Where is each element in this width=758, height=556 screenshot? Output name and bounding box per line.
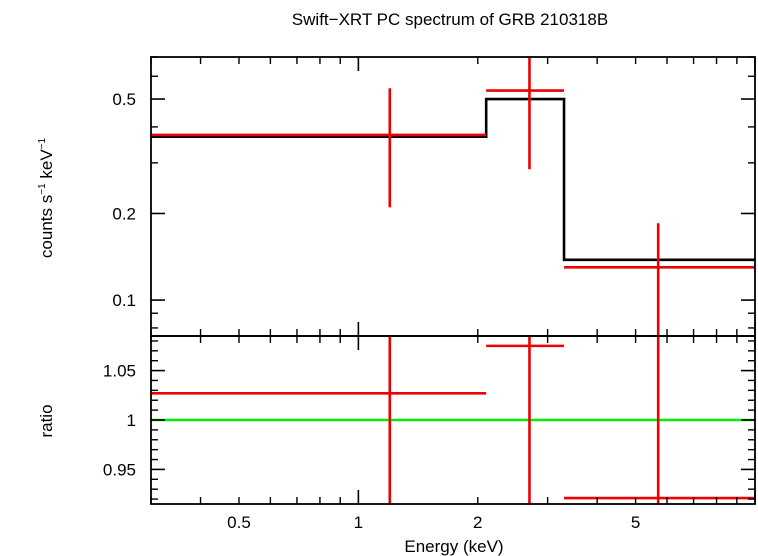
ratio-plot-area xyxy=(151,336,755,504)
chart-title: Swift−XRT PC spectrum of GRB 210318B xyxy=(292,10,608,29)
model-step-line xyxy=(151,97,755,262)
counts-y-tick-label: 0.5 xyxy=(112,90,136,109)
ratio-y-tick-label: 1 xyxy=(127,411,136,430)
counts-point-1 xyxy=(151,88,487,208)
top-y-axis-label: counts s−1 keV−1 xyxy=(37,137,56,258)
counts-point-3 xyxy=(564,223,755,336)
counts-y-ticks xyxy=(151,56,755,329)
top-y-axis-label-mid: keV xyxy=(37,149,56,184)
ratio-y-tick-label: 1.05 xyxy=(103,362,136,381)
top-y-axis-label-exp1: −1 xyxy=(37,183,48,195)
x-ticks xyxy=(150,336,756,504)
counts-frame xyxy=(150,56,756,337)
counts-plot-area xyxy=(151,57,755,336)
x-tick-label: 1 xyxy=(354,513,363,532)
x-tick-label: 5 xyxy=(631,513,640,532)
ratio-panel: 0.95 1 1.05 xyxy=(103,335,756,505)
top-y-axis-label-main: counts s xyxy=(37,195,56,258)
counts-panel: 0.1 0.2 0.5 xyxy=(112,56,756,337)
ratio-point-3 xyxy=(564,336,755,504)
counts-y-tick-label: 0.1 xyxy=(112,291,136,310)
counts-y-tick-label: 0.2 xyxy=(112,204,136,223)
x-axis-label: Energy (keV) xyxy=(404,537,503,556)
ratio-point-1 xyxy=(151,336,487,504)
counts-point-2 xyxy=(486,57,565,170)
energy-axis: 0.5 1 2 5 xyxy=(227,513,640,532)
x-ticks xyxy=(150,57,756,336)
ratio-point-2 xyxy=(486,336,565,504)
x-tick-label: 2 xyxy=(473,513,482,532)
ratio-y-ticks xyxy=(151,340,755,500)
ratio-y-tick-label: 0.95 xyxy=(103,460,136,479)
x-tick-label: 0.5 xyxy=(227,513,251,532)
top-y-axis-label-exp2: −1 xyxy=(37,137,48,149)
bottom-y-axis-label: ratio xyxy=(37,404,56,437)
